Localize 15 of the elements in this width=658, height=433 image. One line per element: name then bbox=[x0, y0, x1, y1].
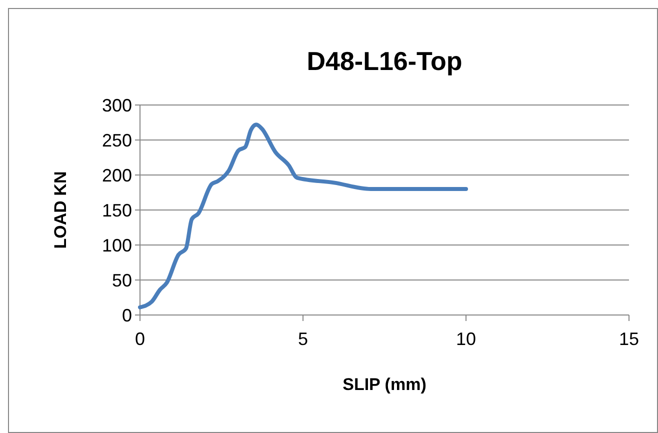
line-series bbox=[138, 122, 468, 310]
x-tick-label: 5 bbox=[298, 329, 308, 349]
chart-title: D48-L16-Top bbox=[306, 46, 462, 76]
x-tick-label: 10 bbox=[456, 329, 476, 349]
y-tick-label: 100 bbox=[102, 235, 132, 256]
x-axis-title: SLIP (mm) bbox=[342, 375, 426, 394]
y-tick-label: 50 bbox=[112, 270, 132, 290]
y-tick-label: 200 bbox=[102, 165, 132, 186]
x-tick-label: 15 bbox=[618, 329, 640, 349]
y-tick-label: 250 bbox=[102, 130, 132, 150]
y-tick-label: 300 bbox=[102, 95, 132, 116]
x-tick-label: 0 bbox=[134, 329, 146, 349]
y-tick-label: 150 bbox=[102, 200, 132, 220]
y-axis-title: LOAD KN bbox=[51, 171, 70, 249]
y-tick-label: 0 bbox=[122, 305, 132, 326]
